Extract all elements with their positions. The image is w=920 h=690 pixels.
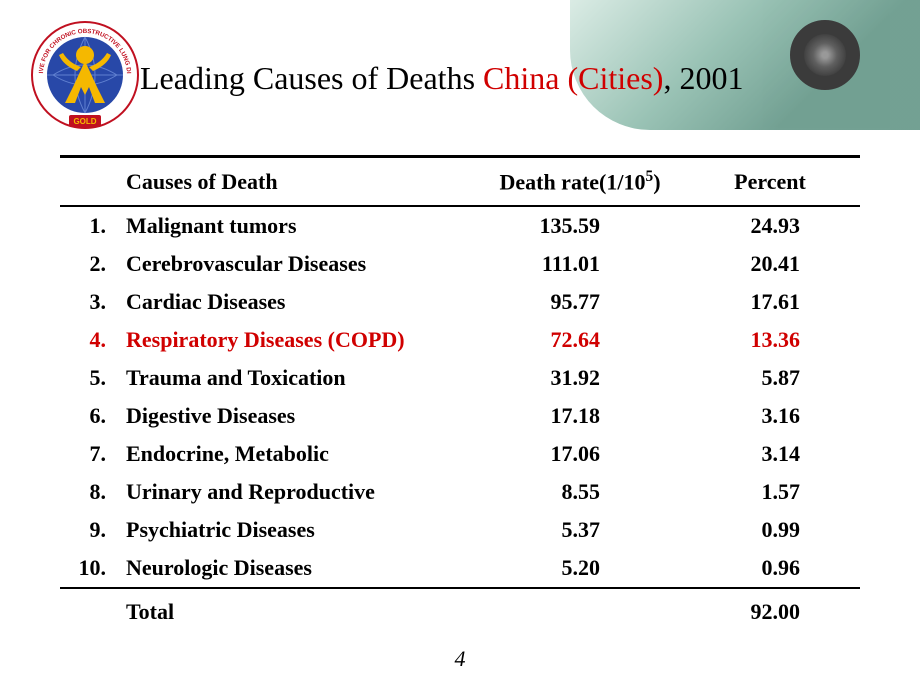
table-row: 10.Neurologic Diseases5.200.96 xyxy=(60,549,860,588)
page-number: 4 xyxy=(455,646,466,672)
col-header-num xyxy=(60,157,120,207)
row-rate: 135.59 xyxy=(480,206,680,245)
row-cause: Neurologic Diseases xyxy=(120,549,480,588)
table-row: 4.Respiratory Diseases (COPD)72.6413.36 xyxy=(60,321,860,359)
col-header-cause: Causes of Death xyxy=(120,157,480,207)
row-percent: 13.36 xyxy=(680,321,860,359)
row-percent: 1.57 xyxy=(680,473,860,511)
row-rate: 95.77 xyxy=(480,283,680,321)
row-num: 1. xyxy=(60,206,120,245)
rate-label-suffix: ) xyxy=(653,169,660,194)
table-row: 7.Endocrine, Metabolic17.063.14 xyxy=(60,435,860,473)
svg-text:GOLD: GOLD xyxy=(73,117,96,126)
row-cause: Digestive Diseases xyxy=(120,397,480,435)
row-cause: Cardiac Diseases xyxy=(120,283,480,321)
table-row: 9.Psychiatric Diseases5.370.99 xyxy=(60,511,860,549)
row-rate: 111.01 xyxy=(480,245,680,283)
row-cause: Urinary and Reproductive xyxy=(120,473,480,511)
row-num: 6. xyxy=(60,397,120,435)
row-cause: Psychiatric Diseases xyxy=(120,511,480,549)
stethoscope-icon xyxy=(790,20,880,110)
causes-table: Causes of Death Death rate(1/105) Percen… xyxy=(60,155,860,635)
row-num: 10. xyxy=(60,549,120,588)
gold-logo: INITIATIVE FOR CHRONIC OBSTRUCTIVE LUNG … xyxy=(25,15,145,135)
row-rate: 31.92 xyxy=(480,359,680,397)
row-rate: 8.55 xyxy=(480,473,680,511)
table-body: 1.Malignant tumors135.5924.932.Cerebrova… xyxy=(60,206,860,588)
table-row: 8.Urinary and Reproductive8.551.57 xyxy=(60,473,860,511)
row-percent: 5.87 xyxy=(680,359,860,397)
col-header-percent: Percent xyxy=(680,157,860,207)
total-row: Total 92.00 xyxy=(60,588,860,635)
total-percent: 92.00 xyxy=(680,588,860,635)
row-cause: Cerebrovascular Diseases xyxy=(120,245,480,283)
table-row: 2.Cerebrovascular Diseases111.0120.41 xyxy=(60,245,860,283)
row-percent: 3.16 xyxy=(680,397,860,435)
row-num: 4. xyxy=(60,321,120,359)
title-prefix: Leading Causes of Deaths xyxy=(140,60,483,96)
rate-label-prefix: Death rate(1/10 xyxy=(499,169,645,194)
row-num: 5. xyxy=(60,359,120,397)
table-row: 3.Cardiac Diseases95.7717.61 xyxy=(60,283,860,321)
row-num: 7. xyxy=(60,435,120,473)
row-cause: Malignant tumors xyxy=(120,206,480,245)
row-percent: 20.41 xyxy=(680,245,860,283)
title-suffix: , 2001 xyxy=(663,60,743,96)
header-row: Causes of Death Death rate(1/105) Percen… xyxy=(60,157,860,207)
row-percent: 3.14 xyxy=(680,435,860,473)
row-num: 8. xyxy=(60,473,120,511)
total-label: Total xyxy=(120,588,480,635)
row-rate: 5.37 xyxy=(480,511,680,549)
row-percent: 0.99 xyxy=(680,511,860,549)
slide-title: Leading Causes of Deaths China (Cities),… xyxy=(140,60,743,97)
table-row: 1.Malignant tumors135.5924.93 xyxy=(60,206,860,245)
col-header-rate: Death rate(1/105) xyxy=(480,157,680,207)
row-percent: 17.61 xyxy=(680,283,860,321)
row-percent: 0.96 xyxy=(680,549,860,588)
table-row: 6.Digestive Diseases17.183.16 xyxy=(60,397,860,435)
table-row: 5.Trauma and Toxication31.925.87 xyxy=(60,359,860,397)
row-cause: Endocrine, Metabolic xyxy=(120,435,480,473)
data-table-container: Causes of Death Death rate(1/105) Percen… xyxy=(60,155,860,635)
row-num: 2. xyxy=(60,245,120,283)
row-rate: 17.18 xyxy=(480,397,680,435)
title-highlight: China (Cities) xyxy=(483,60,663,96)
row-num: 3. xyxy=(60,283,120,321)
row-cause: Trauma and Toxication xyxy=(120,359,480,397)
row-cause: Respiratory Diseases (COPD) xyxy=(120,321,480,359)
row-rate: 17.06 xyxy=(480,435,680,473)
row-rate: 5.20 xyxy=(480,549,680,588)
row-percent: 24.93 xyxy=(680,206,860,245)
row-num: 9. xyxy=(60,511,120,549)
row-rate: 72.64 xyxy=(480,321,680,359)
